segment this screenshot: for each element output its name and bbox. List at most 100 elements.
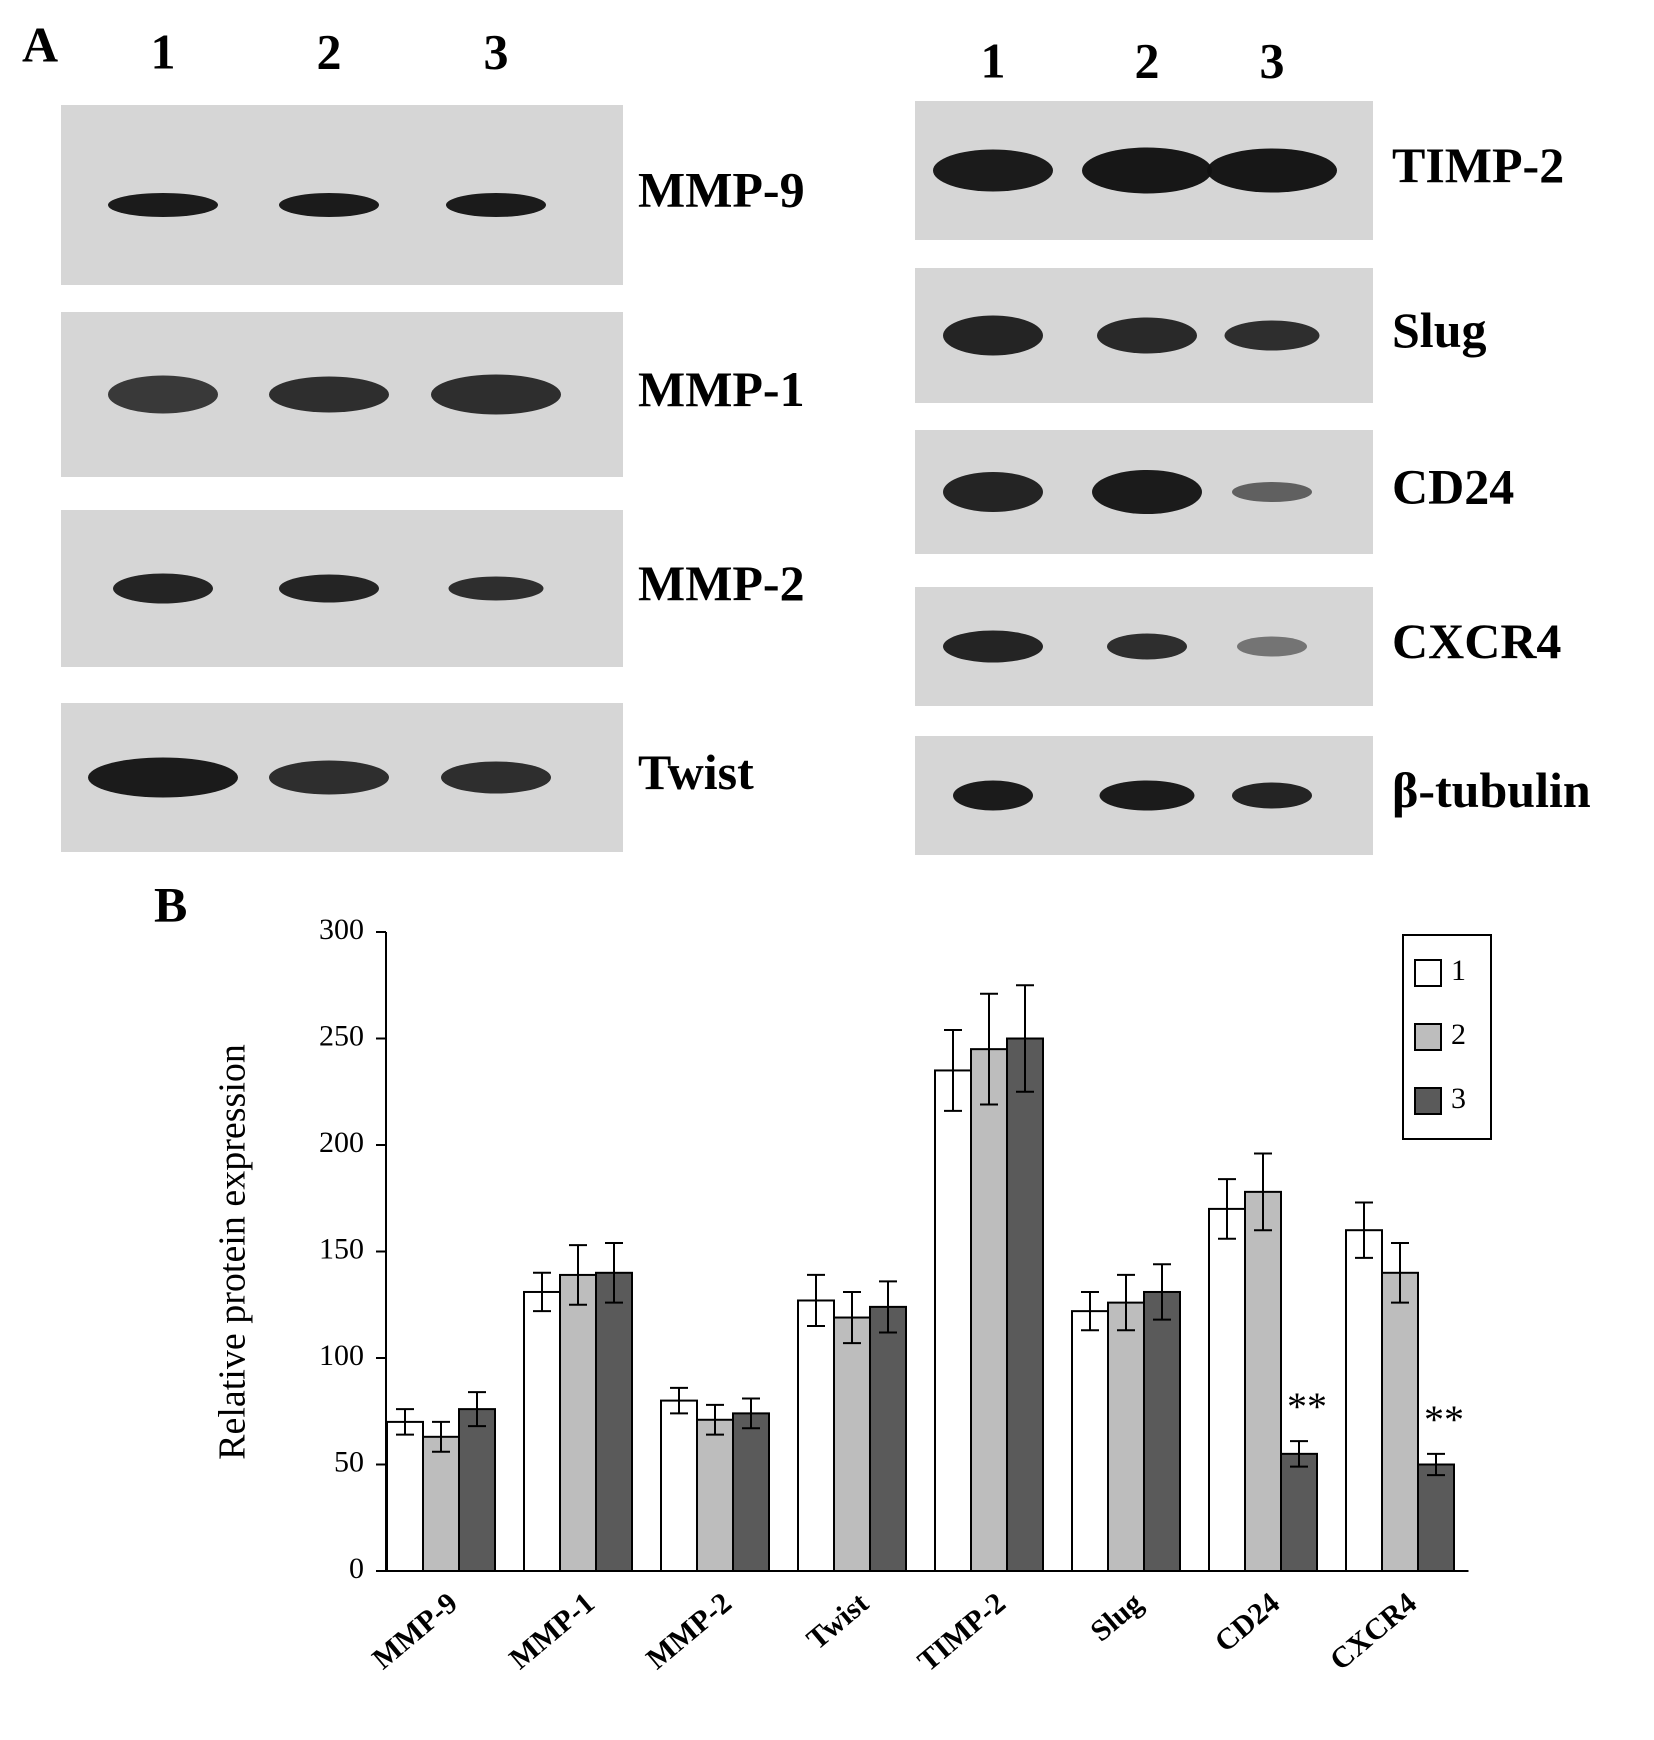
bar [1381,1271,1419,1573]
blot-band [269,760,389,795]
blot-band [446,193,546,217]
error-bar [706,1403,724,1436]
x-tick-label: CXCR4 [1324,1586,1423,1677]
bar [523,1290,561,1572]
blot-band [448,576,544,601]
protein-label: Twist [638,744,754,800]
error-bar [1117,1273,1135,1332]
bar [559,1273,597,1573]
error-bar [605,1241,623,1304]
bar [422,1435,460,1573]
blot-band [1237,636,1307,657]
lane-label: 3 [1260,32,1285,88]
x-tick-label: Twist [801,1586,875,1656]
bar [595,1271,633,1573]
protein-label: MMP-1 [638,361,805,417]
error-bar [1355,1201,1373,1259]
bar [732,1412,770,1572]
lane-label: 3 [484,23,509,79]
blot-band [1092,470,1202,514]
bar [1071,1310,1109,1572]
panel-label: B [154,876,187,932]
blot-band [953,780,1033,811]
x-tick-label: TIMP-2 [912,1586,1012,1678]
x-tick-label: Slug [1084,1586,1149,1648]
x-tick-label: MMP-2 [640,1586,738,1676]
error-bar [879,1280,897,1334]
blot-band [1099,780,1195,811]
bar [660,1399,698,1572]
blot-band [1232,482,1312,502]
blot-band [1107,633,1187,660]
bar [833,1316,871,1573]
y-axis-label: Relative protein expression [212,1044,254,1460]
lane-label: 2 [317,23,342,79]
error-bar [843,1290,861,1345]
bar [1143,1290,1181,1572]
blot-band [269,376,389,413]
error-bar [670,1386,688,1415]
bar [458,1408,496,1572]
blot-band [108,193,218,217]
blot-band [108,375,218,414]
blot-band [1207,148,1337,193]
significance-label: ** [1424,1397,1464,1442]
y-tick-label: 300 [319,913,364,946]
bar [1244,1190,1282,1572]
protein-label: MMP-9 [638,161,805,217]
error-bar [396,1408,414,1436]
blot-band [279,193,379,217]
error-bar [533,1271,551,1313]
blot-band [1097,317,1197,354]
bar [934,1069,972,1572]
blot-band [1082,147,1212,194]
error-bar [1153,1263,1171,1321]
bar [1208,1207,1246,1573]
blot-band [113,573,213,604]
blot-band [943,630,1043,663]
y-tick-label: 200 [319,1126,364,1159]
x-tick-label: CD24 [1209,1586,1286,1658]
lane-label: 2 [1135,32,1160,88]
protein-label: CXCR4 [1392,613,1561,669]
significance-label: ** [1287,1384,1327,1429]
protein-label: CD24 [1392,458,1514,514]
error-bar [980,992,998,1106]
bar [1345,1229,1383,1572]
legend-label: 1 [1451,954,1466,987]
error-bar [1391,1241,1409,1304]
panel-label: A [22,16,58,72]
x-tick-label: MMP-9 [366,1586,464,1676]
blot-band [279,574,379,603]
error-bar [1290,1440,1308,1468]
legend-label: 3 [1451,1082,1466,1115]
blot-band [88,757,238,798]
error-bar [468,1391,486,1428]
error-bar [569,1244,587,1306]
bar [1006,1037,1044,1572]
error-bar [1427,1452,1445,1477]
error-bar [432,1420,450,1453]
protein-label: MMP-2 [638,555,805,611]
blot-band [943,315,1043,356]
bar [386,1420,424,1573]
y-tick-label: 100 [319,1339,364,1372]
error-bar [742,1397,760,1430]
error-bar [1218,1178,1236,1240]
lane-label: 1 [981,32,1006,88]
blot-band [943,472,1043,512]
blot-band [431,374,561,415]
bar [1107,1301,1145,1572]
bar [1280,1452,1318,1572]
y-tick-label: 250 [319,1019,364,1052]
error-bar [1016,984,1034,1093]
protein-label: Slug [1392,302,1487,358]
protein-label: β-tubulin [1392,762,1591,818]
bar [797,1299,835,1572]
x-tick-label: MMP-1 [503,1586,601,1676]
y-tick-label: 50 [334,1445,364,1478]
legend-swatch [1414,1087,1442,1115]
legend-swatch [1414,959,1442,987]
error-bar [807,1273,825,1328]
